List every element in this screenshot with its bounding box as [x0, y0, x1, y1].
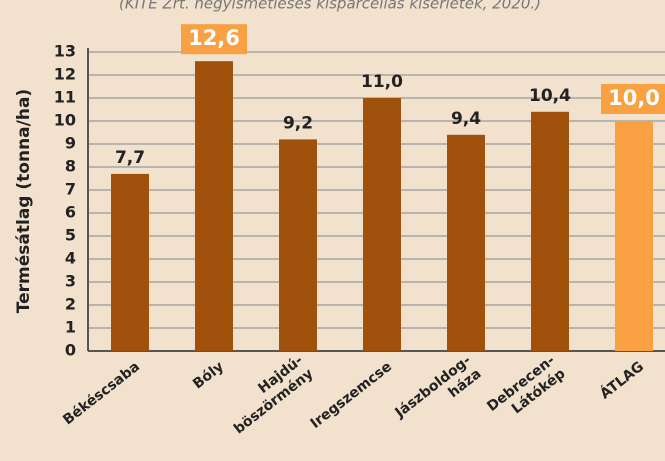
value-label: 9,4 [451, 109, 481, 129]
y-tick-label: 3 [65, 272, 76, 291]
y-tick-label: 4 [65, 249, 76, 268]
y-axis-label: Termésátlag (tonna/ha) [14, 89, 34, 313]
bar [279, 139, 317, 351]
y-tick-label: 10 [54, 111, 76, 130]
x-tick-line: ÁTLAG [597, 358, 647, 403]
y-tick-label: 2 [65, 295, 76, 314]
x-tick-line: Iregszemcse [308, 359, 395, 432]
y-tick-label: 8 [65, 157, 76, 176]
y-tick-label: 9 [65, 134, 76, 153]
y-tick-label: 1 [65, 318, 76, 337]
value-label: 7,7 [115, 148, 145, 168]
x-tick-label: Hajdú-böszörmény [221, 352, 317, 437]
bar [195, 61, 233, 351]
x-tick-label: Bóly [190, 359, 227, 393]
y-tick-label: 13 [54, 42, 76, 61]
bar [615, 121, 653, 351]
x-tick-label: Debrecen-Látókép [484, 352, 568, 428]
x-tick-label: Iregszemcse [308, 359, 395, 432]
bar [447, 134, 485, 351]
y-tick-label: 7 [65, 180, 76, 199]
bar [531, 111, 569, 351]
value-label: 10,0 [608, 86, 660, 110]
x-tick-label: Jászboldog-háza [392, 352, 485, 435]
x-tick-line: Békéscsaba [60, 359, 143, 429]
value-label: 12,6 [188, 26, 240, 50]
bar [363, 98, 401, 351]
y-tick-label: 0 [65, 341, 76, 360]
x-tick-line: Bóly [190, 359, 227, 393]
x-tick-label: Békéscsaba [60, 359, 143, 429]
chart-subtitle: (KITE Zrt. négyismétléses kisparcellás k… [119, 0, 541, 13]
x-tick-label: ÁTLAG [597, 358, 647, 403]
value-label-box [601, 84, 665, 114]
value-label: 10,4 [529, 86, 571, 106]
value-label-box [181, 24, 247, 55]
y-tick-label: 5 [65, 226, 76, 245]
bar [111, 173, 149, 351]
y-tick-label: 6 [65, 203, 76, 222]
value-label: 11,0 [361, 72, 403, 92]
y-tick-label: 11 [54, 88, 76, 107]
y-tick-label: 12 [54, 65, 76, 84]
value-label: 9,2 [283, 113, 313, 133]
